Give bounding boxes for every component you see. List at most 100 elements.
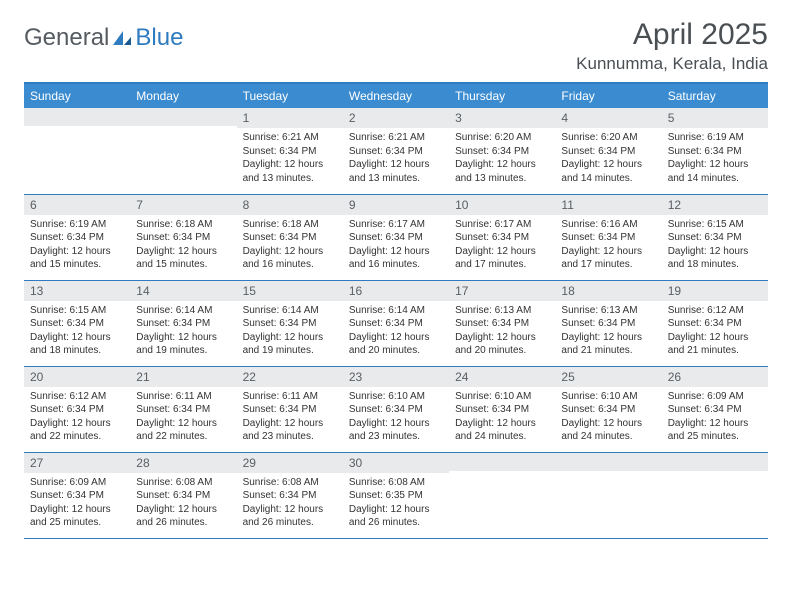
day-number: 18 — [555, 281, 661, 301]
day-body: Sunrise: 6:08 AMSunset: 6:34 PMDaylight:… — [237, 473, 343, 533]
day-body: Sunrise: 6:21 AMSunset: 6:34 PMDaylight:… — [343, 128, 449, 188]
calendar-cell: 19Sunrise: 6:12 AMSunset: 6:34 PMDayligh… — [662, 280, 768, 366]
calendar-cell — [555, 452, 661, 538]
day-number: 20 — [24, 367, 130, 387]
day-number — [24, 108, 130, 126]
calendar-row: 13Sunrise: 6:15 AMSunset: 6:34 PMDayligh… — [24, 280, 768, 366]
day-body: Sunrise: 6:19 AMSunset: 6:34 PMDaylight:… — [662, 128, 768, 188]
day-body: Sunrise: 6:14 AMSunset: 6:34 PMDaylight:… — [343, 301, 449, 361]
day-number: 17 — [449, 281, 555, 301]
day-number — [130, 108, 236, 126]
month-title: April 2025 — [576, 18, 768, 52]
day-body: Sunrise: 6:09 AMSunset: 6:34 PMDaylight:… — [24, 473, 130, 533]
title-block: April 2025 Kunnumma, Kerala, India — [576, 18, 768, 74]
day-body: Sunrise: 6:09 AMSunset: 6:34 PMDaylight:… — [662, 387, 768, 447]
day-number — [555, 453, 661, 471]
day-number: 7 — [130, 195, 236, 215]
day-number: 3 — [449, 108, 555, 128]
day-number: 24 — [449, 367, 555, 387]
day-body: Sunrise: 6:08 AMSunset: 6:35 PMDaylight:… — [343, 473, 449, 533]
calendar-cell — [130, 108, 236, 194]
calendar-row: 1Sunrise: 6:21 AMSunset: 6:34 PMDaylight… — [24, 108, 768, 194]
calendar-cell: 3Sunrise: 6:20 AMSunset: 6:34 PMDaylight… — [449, 108, 555, 194]
day-number: 1 — [237, 108, 343, 128]
weekday-header: Thursday — [449, 83, 555, 108]
calendar-cell: 5Sunrise: 6:19 AMSunset: 6:34 PMDaylight… — [662, 108, 768, 194]
day-body: Sunrise: 6:18 AMSunset: 6:34 PMDaylight:… — [130, 215, 236, 275]
calendar-cell — [662, 452, 768, 538]
calendar-cell: 4Sunrise: 6:20 AMSunset: 6:34 PMDaylight… — [555, 108, 661, 194]
logo: General Blue — [24, 24, 183, 52]
day-body: Sunrise: 6:20 AMSunset: 6:34 PMDaylight:… — [555, 128, 661, 188]
weekday-header: Tuesday — [237, 83, 343, 108]
day-number: 6 — [24, 195, 130, 215]
day-number: 22 — [237, 367, 343, 387]
day-number: 16 — [343, 281, 449, 301]
logo-sail-icon — [111, 29, 133, 47]
day-number: 27 — [24, 453, 130, 473]
logo-text-blue: Blue — [135, 24, 183, 52]
calendar-cell: 1Sunrise: 6:21 AMSunset: 6:34 PMDaylight… — [237, 108, 343, 194]
day-body: Sunrise: 6:17 AMSunset: 6:34 PMDaylight:… — [343, 215, 449, 275]
day-number: 12 — [662, 195, 768, 215]
calendar-cell: 27Sunrise: 6:09 AMSunset: 6:34 PMDayligh… — [24, 452, 130, 538]
weekday-header: Monday — [130, 83, 236, 108]
day-number: 28 — [130, 453, 236, 473]
calendar-table: Sunday Monday Tuesday Wednesday Thursday… — [24, 82, 768, 539]
day-number — [662, 453, 768, 471]
day-number: 30 — [343, 453, 449, 473]
day-number: 25 — [555, 367, 661, 387]
day-number: 14 — [130, 281, 236, 301]
day-body: Sunrise: 6:10 AMSunset: 6:34 PMDaylight:… — [449, 387, 555, 447]
day-number: 4 — [555, 108, 661, 128]
day-number — [449, 453, 555, 471]
calendar-cell: 2Sunrise: 6:21 AMSunset: 6:34 PMDaylight… — [343, 108, 449, 194]
day-body: Sunrise: 6:13 AMSunset: 6:34 PMDaylight:… — [555, 301, 661, 361]
calendar-cell: 22Sunrise: 6:11 AMSunset: 6:34 PMDayligh… — [237, 366, 343, 452]
calendar-cell: 26Sunrise: 6:09 AMSunset: 6:34 PMDayligh… — [662, 366, 768, 452]
day-body: Sunrise: 6:10 AMSunset: 6:34 PMDaylight:… — [343, 387, 449, 447]
calendar-cell: 25Sunrise: 6:10 AMSunset: 6:34 PMDayligh… — [555, 366, 661, 452]
day-number: 21 — [130, 367, 236, 387]
calendar-cell: 12Sunrise: 6:15 AMSunset: 6:34 PMDayligh… — [662, 194, 768, 280]
day-body: Sunrise: 6:14 AMSunset: 6:34 PMDaylight:… — [130, 301, 236, 361]
day-body: Sunrise: 6:12 AMSunset: 6:34 PMDaylight:… — [24, 387, 130, 447]
day-body: Sunrise: 6:19 AMSunset: 6:34 PMDaylight:… — [24, 215, 130, 275]
calendar-cell: 6Sunrise: 6:19 AMSunset: 6:34 PMDaylight… — [24, 194, 130, 280]
day-body: Sunrise: 6:21 AMSunset: 6:34 PMDaylight:… — [237, 128, 343, 188]
calendar-cell: 28Sunrise: 6:08 AMSunset: 6:34 PMDayligh… — [130, 452, 236, 538]
day-number: 8 — [237, 195, 343, 215]
day-number: 23 — [343, 367, 449, 387]
day-body: Sunrise: 6:11 AMSunset: 6:34 PMDaylight:… — [130, 387, 236, 447]
calendar-cell: 20Sunrise: 6:12 AMSunset: 6:34 PMDayligh… — [24, 366, 130, 452]
logo-text-general: General — [24, 24, 109, 52]
day-body: Sunrise: 6:14 AMSunset: 6:34 PMDaylight:… — [237, 301, 343, 361]
day-number: 13 — [24, 281, 130, 301]
calendar-cell: 29Sunrise: 6:08 AMSunset: 6:34 PMDayligh… — [237, 452, 343, 538]
day-body: Sunrise: 6:17 AMSunset: 6:34 PMDaylight:… — [449, 215, 555, 275]
day-body: Sunrise: 6:18 AMSunset: 6:34 PMDaylight:… — [237, 215, 343, 275]
day-body: Sunrise: 6:10 AMSunset: 6:34 PMDaylight:… — [555, 387, 661, 447]
day-number: 11 — [555, 195, 661, 215]
weekday-header: Friday — [555, 83, 661, 108]
header: General Blue April 2025 Kunnumma, Kerala… — [24, 18, 768, 74]
day-number: 9 — [343, 195, 449, 215]
calendar-cell: 18Sunrise: 6:13 AMSunset: 6:34 PMDayligh… — [555, 280, 661, 366]
calendar-cell: 16Sunrise: 6:14 AMSunset: 6:34 PMDayligh… — [343, 280, 449, 366]
calendar-cell — [24, 108, 130, 194]
weekday-header: Sunday — [24, 83, 130, 108]
day-body: Sunrise: 6:20 AMSunset: 6:34 PMDaylight:… — [449, 128, 555, 188]
weekday-header-row: Sunday Monday Tuesday Wednesday Thursday… — [24, 83, 768, 108]
calendar-row: 27Sunrise: 6:09 AMSunset: 6:34 PMDayligh… — [24, 452, 768, 538]
calendar-cell: 8Sunrise: 6:18 AMSunset: 6:34 PMDaylight… — [237, 194, 343, 280]
calendar-cell — [449, 452, 555, 538]
calendar-cell: 21Sunrise: 6:11 AMSunset: 6:34 PMDayligh… — [130, 366, 236, 452]
calendar-body: 1Sunrise: 6:21 AMSunset: 6:34 PMDaylight… — [24, 108, 768, 538]
calendar-cell: 13Sunrise: 6:15 AMSunset: 6:34 PMDayligh… — [24, 280, 130, 366]
calendar-row: 6Sunrise: 6:19 AMSunset: 6:34 PMDaylight… — [24, 194, 768, 280]
day-body: Sunrise: 6:16 AMSunset: 6:34 PMDaylight:… — [555, 215, 661, 275]
day-number: 26 — [662, 367, 768, 387]
calendar-cell: 24Sunrise: 6:10 AMSunset: 6:34 PMDayligh… — [449, 366, 555, 452]
day-number: 10 — [449, 195, 555, 215]
calendar-cell: 11Sunrise: 6:16 AMSunset: 6:34 PMDayligh… — [555, 194, 661, 280]
